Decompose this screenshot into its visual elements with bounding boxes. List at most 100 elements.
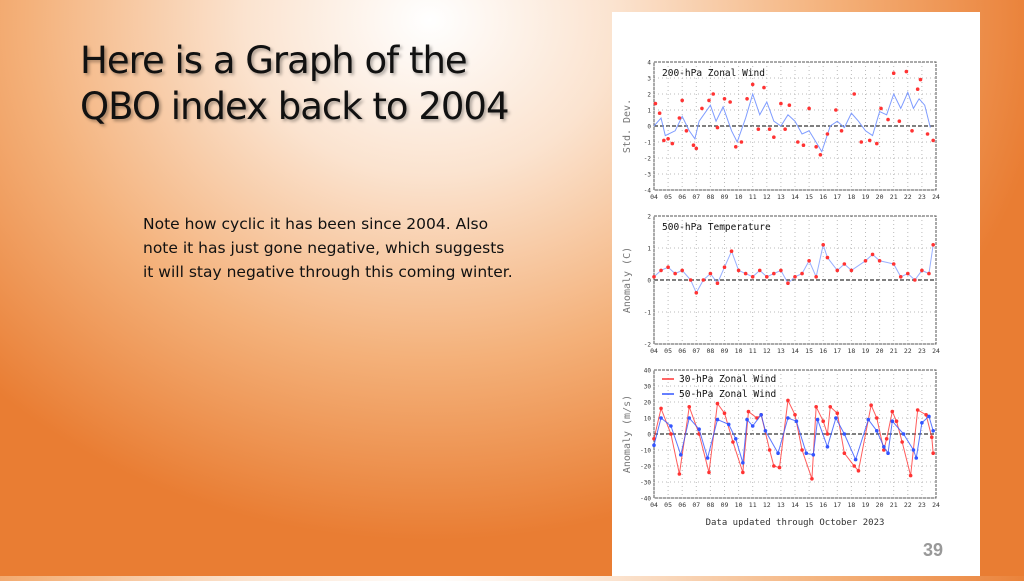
data-point xyxy=(680,98,684,103)
data-point xyxy=(931,451,935,456)
data-point xyxy=(908,473,913,478)
data-point xyxy=(787,103,792,107)
data-point xyxy=(920,268,924,273)
y-tick-label: -2 xyxy=(644,342,652,349)
y-tick-label: 20 xyxy=(644,400,652,407)
data-point xyxy=(736,268,741,273)
x-tick-label: 21 xyxy=(890,347,898,355)
data-point xyxy=(762,85,766,90)
title-line-1: Here is a Graph of the xyxy=(80,39,468,82)
x-tick-label: 06 xyxy=(678,193,686,201)
data-point xyxy=(705,456,710,460)
data-point xyxy=(898,275,903,279)
data-point xyxy=(688,278,693,282)
y-tick-label: -4 xyxy=(644,188,652,195)
x-tick-label: 08 xyxy=(706,193,714,201)
x-tick-label: 23 xyxy=(918,347,926,355)
data-point xyxy=(814,145,818,149)
y-tick-label: -30 xyxy=(640,480,651,487)
data-point xyxy=(700,106,704,111)
data-point xyxy=(694,146,699,151)
data-point xyxy=(825,432,830,436)
data-point xyxy=(707,470,711,475)
data-point xyxy=(786,398,790,403)
plot-frame xyxy=(653,369,937,499)
data-point xyxy=(901,432,906,436)
data-point xyxy=(659,416,663,420)
x-tick-label: 09 xyxy=(721,193,729,201)
data-point xyxy=(915,87,920,91)
data-point xyxy=(825,255,830,260)
data-point xyxy=(652,275,656,279)
data-point xyxy=(746,409,751,414)
data-point xyxy=(786,416,790,420)
x-tick-label: 22 xyxy=(904,347,912,355)
x-tick-label: 17 xyxy=(833,193,841,201)
data-point xyxy=(772,135,776,139)
x-tick-label: 22 xyxy=(904,501,912,509)
x-tick-label: 10 xyxy=(735,501,743,509)
x-tick-label: 05 xyxy=(664,347,672,355)
data-point xyxy=(891,71,896,75)
data-point xyxy=(796,140,800,144)
y-tick-label: -1 xyxy=(644,140,652,147)
data-point xyxy=(687,416,692,420)
x-tick-label: 04 xyxy=(650,347,658,355)
x-tick-label: 14 xyxy=(791,347,799,355)
data-point xyxy=(776,451,780,456)
data-point xyxy=(750,424,755,428)
data-point xyxy=(914,456,919,460)
data-point xyxy=(779,268,783,273)
x-tick-label: 24 xyxy=(932,193,940,201)
data-point xyxy=(677,116,682,120)
data-point xyxy=(931,138,935,143)
data-point xyxy=(793,275,797,279)
data-point xyxy=(877,259,882,263)
y-tick-label: 0 xyxy=(647,124,651,131)
data-point xyxy=(825,445,830,449)
data-point xyxy=(733,145,738,149)
data-point xyxy=(839,129,844,133)
y-tick-label: 1 xyxy=(647,246,651,253)
data-point xyxy=(834,108,838,112)
x-tick-label: 15 xyxy=(805,347,813,355)
data-point xyxy=(874,429,879,433)
data-point xyxy=(821,419,825,424)
x-tick-label: 17 xyxy=(833,347,841,355)
plot-frame xyxy=(653,215,937,345)
data-point xyxy=(874,416,879,420)
y-axis-label: Anomaly (m/s) xyxy=(622,395,633,473)
title-line-2: QBO index back to 2004 xyxy=(80,85,509,128)
data-point xyxy=(729,249,734,253)
x-tick-label: 20 xyxy=(876,501,884,509)
x-tick-label: 15 xyxy=(805,501,813,509)
x-tick-label: 16 xyxy=(819,347,827,355)
data-point xyxy=(920,421,924,425)
data-point xyxy=(779,101,783,106)
data-point xyxy=(687,405,692,409)
data-point xyxy=(715,125,720,130)
y-tick-label: 0 xyxy=(647,432,651,439)
y-tick-label: -3 xyxy=(644,172,652,179)
x-axis-label: Data updated through October 2023 xyxy=(706,518,885,528)
data-point xyxy=(794,419,799,424)
x-tick-label: 09 xyxy=(721,347,729,355)
data-point xyxy=(852,92,857,96)
data-point xyxy=(708,271,713,276)
data-point xyxy=(882,445,886,449)
data-point xyxy=(739,140,744,144)
data-point xyxy=(879,106,883,111)
y-axis-label: Std. Dev. xyxy=(622,99,633,153)
data-point xyxy=(852,464,857,468)
y-tick-label: -2 xyxy=(644,156,652,163)
x-tick-label: 22 xyxy=(904,193,912,201)
data-point xyxy=(669,432,673,436)
data-point xyxy=(745,97,749,101)
data-point xyxy=(842,262,847,266)
data-point xyxy=(756,127,761,131)
x-tick-label: 07 xyxy=(692,347,700,355)
data-point xyxy=(807,106,811,111)
